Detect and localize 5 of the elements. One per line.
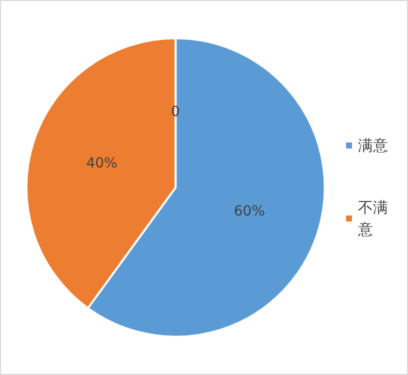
legend-label: 不满意 <box>357 198 388 238</box>
data-label: 40% <box>86 156 118 172</box>
data-label: 60% <box>234 203 265 220</box>
text: 0 <box>171 104 180 120</box>
legend-label: 满意 <box>358 136 388 154</box>
